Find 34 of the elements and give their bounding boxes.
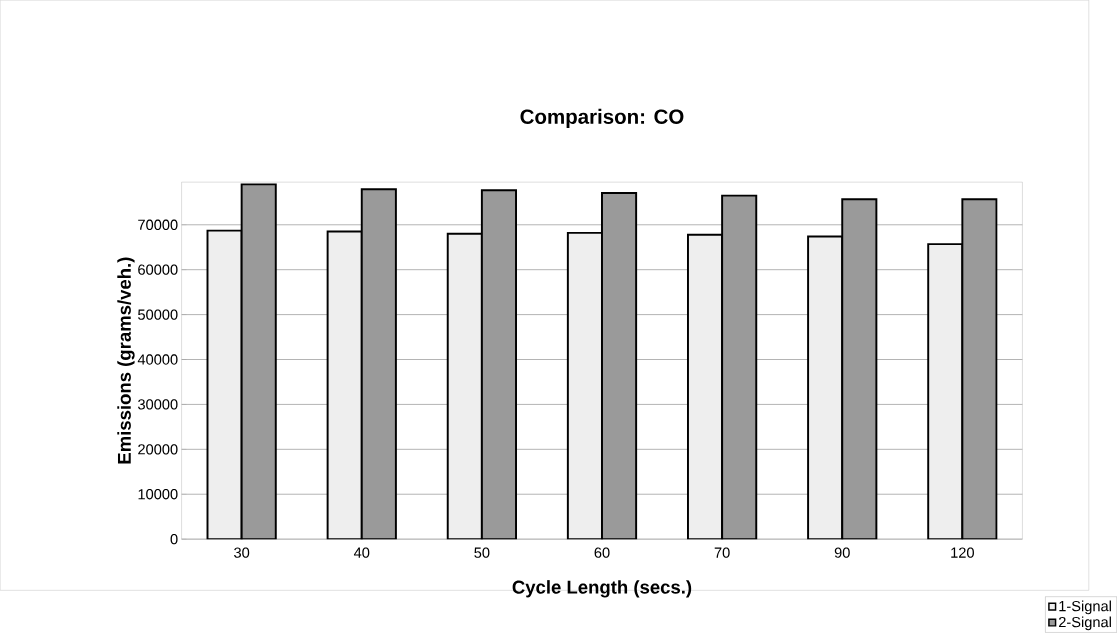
- chart-title: Comparison: CO: [520, 109, 684, 129]
- bar: [927, 243, 964, 540]
- bar: [566, 232, 603, 540]
- y-tick-label: 40000: [137, 354, 178, 365]
- x-tick-label: 30: [234, 547, 250, 558]
- bar: [240, 183, 277, 540]
- y-tick-label: 0: [170, 534, 178, 545]
- x-tick-label: 40: [353, 547, 370, 558]
- y-tick-label: 10000: [138, 489, 178, 500]
- x-tick-label: 60: [594, 547, 610, 558]
- y-tick-label: 70000: [138, 219, 178, 231]
- y-axis-title: Emissions (grams/veh.): [117, 257, 135, 464]
- y-tick-label: 20000: [138, 444, 178, 455]
- bar: [480, 189, 517, 540]
- x-tick-label: 50: [474, 547, 490, 558]
- bar: [360, 188, 397, 540]
- x-tick-label: 90: [834, 547, 850, 558]
- legend-label: 2-Signal: [1058, 616, 1111, 631]
- x-axis-title: Cycle Length (secs.): [512, 580, 692, 598]
- bar: [721, 194, 758, 540]
- x-tick-label: 70: [714, 547, 730, 558]
- y-tick-label: 50000: [138, 309, 178, 320]
- legend-label: 1-Signal: [1059, 600, 1111, 615]
- bar: [326, 230, 363, 540]
- x-tick-label: 120: [951, 547, 974, 558]
- bar: [686, 233, 724, 540]
- bar: [446, 232, 483, 540]
- bar: [601, 192, 638, 540]
- bar: [961, 198, 998, 540]
- y-tick-label: 30000: [138, 399, 178, 410]
- y-tick-label: 60000: [138, 264, 178, 276]
- bar: [807, 235, 844, 540]
- bar: [841, 198, 878, 540]
- bar: [206, 229, 243, 540]
